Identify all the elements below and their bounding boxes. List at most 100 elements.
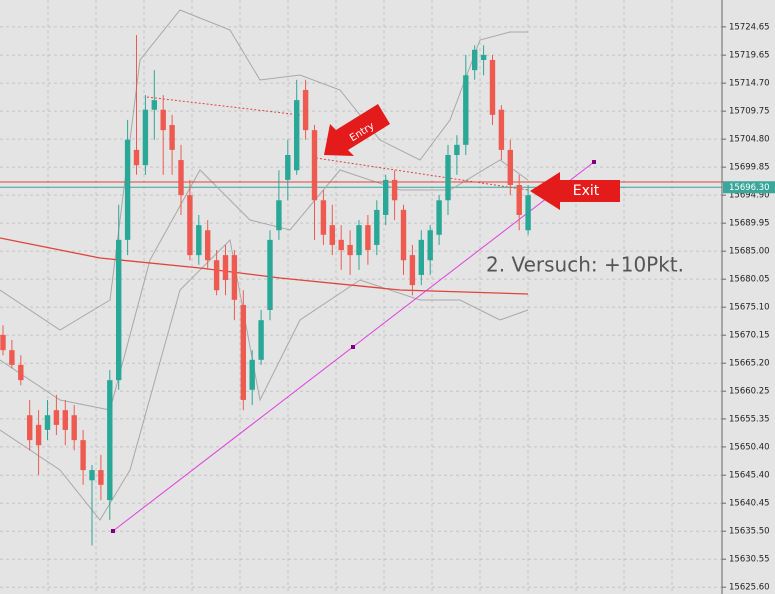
candle-body: [489, 59, 496, 115]
candle-body: [320, 200, 327, 235]
candle-body: [196, 225, 202, 256]
candle-body: [142, 109, 149, 166]
trend-point: [351, 345, 355, 349]
candle-body: [498, 109, 505, 150]
candle-body: [302, 89, 309, 131]
candle-body: [445, 155, 451, 201]
y-tick-label: 15714.70: [729, 79, 770, 89]
candle-body: [383, 179, 389, 215]
y-tick-label: 15660.25: [729, 387, 770, 397]
candle-body: [124, 139, 131, 240]
candle-body: [62, 410, 68, 430]
candle-body: [409, 255, 416, 286]
moving-average: [0, 237, 529, 295]
y-tick-label: 15650.40: [729, 442, 770, 452]
candle-body: [116, 239, 122, 381]
candle-body: [329, 225, 335, 245]
y-tick-label: 15640.45: [729, 499, 770, 509]
y-tick-label: 15645.40: [729, 471, 770, 481]
trend-point: [592, 160, 596, 164]
trend-point: [111, 529, 115, 533]
candle-body: [35, 424, 42, 446]
grid: [0, 26, 722, 588]
vertical-grid: [47, 0, 673, 594]
candle-body: [205, 230, 211, 261]
y-tick-label: 15625.60: [729, 583, 770, 593]
y-tick-label: 15680.05: [729, 275, 770, 285]
candle-body: [347, 244, 353, 256]
candle-body: [71, 415, 77, 441]
candle-body: [454, 144, 460, 156]
candle-body: [311, 130, 318, 201]
candle-body: [107, 380, 113, 501]
y-tick-label: 15670.15: [729, 331, 770, 341]
candle-body: [249, 359, 255, 390]
candle-body: [472, 49, 478, 71]
current-price-label: 15696.30: [729, 183, 770, 193]
candle-body: [151, 100, 157, 110]
candle-body: [169, 125, 175, 150]
y-tick-label: 15655.35: [729, 414, 770, 424]
candle-body: [480, 54, 487, 60]
candle-body: [507, 149, 513, 185]
candle-body: [374, 209, 380, 245]
candle-body: [427, 230, 433, 261]
y-tick-label: 15699.85: [729, 163, 770, 173]
candle-body: [98, 470, 104, 485]
candle-body: [418, 239, 424, 275]
y-tick-label: 15675.10: [729, 303, 770, 313]
candle-body: [187, 195, 193, 256]
candle-body: [338, 239, 344, 251]
candle-body: [356, 225, 362, 256]
candle-body: [9, 350, 15, 365]
candle-body: [160, 109, 166, 131]
candle-body: [258, 320, 264, 360]
candle-body: [178, 160, 184, 196]
candle-body: [231, 255, 238, 300]
candle-body: [80, 440, 86, 471]
candle-body: [18, 364, 24, 381]
y-tick-label: 15689.95: [729, 219, 770, 229]
y-tick-label: 15665.20: [729, 359, 770, 369]
exit-arrow: [530, 172, 620, 210]
candle-body: [276, 200, 282, 231]
candle-body: [213, 260, 220, 291]
current-price-box: [723, 181, 775, 194]
candle-body: [0, 334, 6, 351]
candle-body: [53, 410, 60, 425]
y-tick-label: 15719.65: [729, 51, 770, 61]
candle-body: [463, 75, 469, 145]
candle-body: [133, 149, 140, 166]
y-tick-label: 15694.90: [729, 191, 770, 201]
entry-arrow: [324, 104, 390, 156]
candle-body: [222, 255, 229, 281]
candle-body: [400, 209, 407, 261]
result-annotation: 2. Versuch: +10Pkt.: [486, 253, 684, 277]
y-tick-label: 15724.65: [729, 22, 770, 32]
candle-body: [44, 415, 51, 430]
y-tick-label: 15630.55: [729, 555, 770, 565]
y-tick-label: 15685.00: [729, 247, 770, 257]
y-tick-label: 15635.50: [729, 527, 770, 537]
bollinger-bands: [0, 9, 529, 521]
candle-body: [285, 155, 291, 180]
candle-body: [391, 179, 398, 201]
candle-body: [436, 200, 442, 235]
candle-body: [365, 225, 371, 251]
exit-label: Exit: [573, 183, 600, 199]
candle-body: [294, 100, 300, 171]
candle-body: [516, 184, 522, 215]
candle-body: [525, 195, 531, 231]
y-tick-label: 15704.80: [729, 135, 770, 145]
candle-body: [240, 304, 246, 400]
y-axis: 15724.65 15719.65 15714.70 15709.75 15704.80…: [722, 22, 775, 593]
candle-body: [89, 470, 95, 481]
candle-body: [27, 415, 33, 441]
trade-line: [146, 96, 301, 116]
candles: [0, 35, 531, 546]
candle-body: [267, 239, 273, 311]
y-tick-label: 15709.75: [729, 107, 770, 117]
